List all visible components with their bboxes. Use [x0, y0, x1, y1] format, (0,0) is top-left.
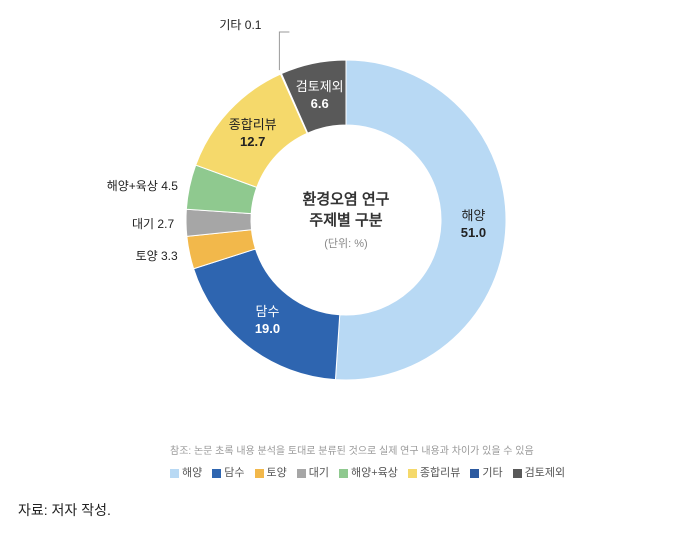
legend-item-5: 종합리뷰	[408, 464, 460, 480]
legend-swatch-6	[470, 469, 479, 478]
slice-0	[335, 60, 506, 380]
legend-item-2: 토양	[255, 464, 287, 480]
legend-swatch-2	[255, 469, 264, 478]
legend-item-7: 검토제외	[513, 464, 565, 480]
legend-swatch-3	[297, 469, 306, 478]
legend-item-4: 해양+육상	[339, 464, 398, 480]
legend-swatch-7	[513, 469, 522, 478]
legend-item-3: 대기	[297, 464, 329, 480]
legend-swatch-4	[339, 469, 348, 478]
slice-1	[194, 249, 340, 380]
legend-item-1: 담수	[212, 464, 244, 480]
legend-item-0: 해양	[170, 464, 202, 480]
chart-note: 참조: 논문 초록 내용 분석을 토대로 분류된 것으로 실제 연구 내용과 차…	[170, 442, 534, 457]
source-text: 자료: 저자 작성.	[18, 500, 111, 520]
legend-item-6: 기타	[470, 464, 502, 480]
donut-svg	[0, 0, 692, 440]
legend-swatch-5	[408, 469, 417, 478]
legend-swatch-1	[212, 469, 221, 478]
legend: 해양 담수 토양 대기 해양+육상 종합리뷰 기타 검토제외	[170, 464, 575, 480]
donut-chart: 환경오염 연구 주제별 구분 (단위: %) 해양51.0담수19.0토양 3.…	[0, 0, 692, 440]
legend-swatch-0	[170, 469, 179, 478]
